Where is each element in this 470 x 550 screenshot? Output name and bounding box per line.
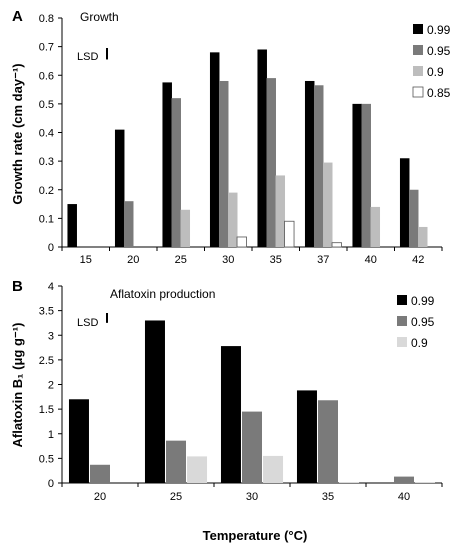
panel-a-legend-label: 0.9 bbox=[427, 65, 444, 79]
panel-a-x-tick-label: 25 bbox=[175, 254, 187, 266]
panel-b-y-tick-label: 4 bbox=[48, 281, 54, 293]
panel-a-y-tick-label: 0.4 bbox=[39, 128, 54, 140]
panel-a-lsd-label: LSD bbox=[77, 51, 98, 63]
chart-marks: 00.10.20.30.40.50.60.70.815 20 25 30 35 37 40 4… bbox=[39, 13, 451, 503]
panel-b-bar bbox=[339, 482, 360, 483]
panel-b-bar bbox=[166, 440, 186, 483]
panel-b-y-tick-label: 3.5 bbox=[39, 306, 54, 318]
panel-a-legend-swatch bbox=[413, 24, 423, 34]
panel-a-bar bbox=[275, 175, 286, 247]
panel-b-legend-swatch bbox=[397, 337, 407, 347]
panel-a-y-axis-label: Growth rate (cm day⁻¹) bbox=[10, 63, 25, 204]
panel-a-bar bbox=[123, 201, 134, 247]
panel-a-y-tick-label: 0 bbox=[48, 242, 54, 254]
panel-a-y-tick-label: 0.1 bbox=[39, 213, 54, 225]
panel-a-legend-swatch bbox=[413, 45, 423, 55]
panel-a-title: Growth bbox=[80, 10, 119, 24]
panel-a-y-tick-label: 0.3 bbox=[39, 156, 54, 168]
panel-a-y-tick-label: 0.5 bbox=[39, 99, 54, 111]
panel-a-x-tick-label: 15 bbox=[80, 254, 92, 266]
panel-b-y-tick-label: 0 bbox=[48, 478, 54, 490]
panel-a-bar bbox=[114, 129, 125, 247]
panel-b-x-tick-label: 40 bbox=[398, 491, 410, 503]
x-axis-label: Temperature (°C) bbox=[203, 528, 308, 543]
panel-a-y-tick-label: 0.7 bbox=[39, 42, 54, 54]
panel-b-y-tick-label: 2 bbox=[48, 380, 54, 392]
panel-b-x-tick-label: 25 bbox=[170, 491, 182, 503]
panel-a-bar bbox=[162, 82, 172, 247]
panel-b-lsd-label: LSD bbox=[77, 317, 98, 329]
panel-a-bar bbox=[304, 80, 315, 247]
panel-a-x-tick-label: 37 bbox=[317, 254, 329, 266]
panel-a-y-tick-label: 0.6 bbox=[39, 70, 54, 82]
panel-a-y-tick-label: 0.2 bbox=[39, 185, 54, 197]
panel-a-bar bbox=[218, 80, 229, 247]
panel-a-bar bbox=[67, 204, 77, 247]
panel-b-bar bbox=[144, 320, 165, 483]
panel-b-bar bbox=[296, 390, 317, 483]
panel-b-legend-label: 0.99 bbox=[411, 294, 435, 308]
panel-b-bar bbox=[68, 399, 89, 483]
panel-a-legend-swatch bbox=[413, 66, 423, 76]
panel-a-bar bbox=[399, 158, 410, 247]
panel-a-bar bbox=[408, 189, 419, 247]
panel-a-bar bbox=[331, 242, 342, 248]
panel-a-bar bbox=[370, 206, 381, 247]
panel-a-bar bbox=[180, 209, 191, 247]
panel-b-bar bbox=[242, 411, 262, 483]
panel-b-legend-swatch bbox=[397, 295, 407, 305]
panel-b-bar bbox=[394, 476, 414, 483]
panel-b-y-tick-label: 1.5 bbox=[39, 404, 54, 416]
panel-a-legend-label: 0.95 bbox=[427, 44, 451, 58]
panel-a-legend-label: 0.99 bbox=[427, 23, 451, 37]
panel-a-bar bbox=[266, 78, 276, 247]
panel-b-bar bbox=[415, 482, 436, 483]
panel-a-letter: A bbox=[12, 8, 23, 25]
panel-a-bar bbox=[171, 98, 181, 248]
panel-a-bar bbox=[209, 52, 220, 247]
panel-b-bar bbox=[187, 456, 208, 483]
panel-b-x-tick-label: 35 bbox=[322, 491, 334, 503]
panel-b-bar bbox=[263, 455, 284, 483]
panel-a-bar bbox=[418, 226, 428, 247]
panel-a-y-tick-label: 0.8 bbox=[39, 13, 54, 25]
panel-b-x-tick-label: 20 bbox=[94, 491, 106, 503]
panel-b-x-tick-label: 30 bbox=[246, 491, 258, 503]
panel-b-y-tick-label: 1 bbox=[48, 429, 54, 441]
panel-b-legend-label: 0.95 bbox=[411, 315, 435, 329]
panel-a-x-tick-label: 20 bbox=[127, 254, 139, 266]
panel-a-bar bbox=[323, 162, 333, 247]
panel-b-legend-label: 0.9 bbox=[411, 336, 428, 350]
panel-a-x-tick-label: 30 bbox=[222, 254, 234, 266]
panel-a-x-tick-label: 40 bbox=[365, 254, 377, 266]
panel-b-title: Aflatoxin production bbox=[110, 287, 215, 301]
panel-b-legend-swatch bbox=[397, 316, 407, 326]
panel-a-bar bbox=[236, 236, 247, 248]
panel-a-x-tick-label: 42 bbox=[412, 254, 424, 266]
panel-b-y-tick-label: 3 bbox=[48, 330, 54, 342]
panel-b-letter: B bbox=[12, 278, 23, 295]
panel-b-y-axis-label: Aflatoxin B₁ (μg g⁻¹) bbox=[10, 323, 25, 448]
panel-b-bar bbox=[220, 346, 241, 483]
panel-a-x-tick-label: 35 bbox=[270, 254, 282, 266]
panel-a-bar bbox=[313, 85, 324, 247]
panel-a-legend-label: 0.85 bbox=[427, 86, 451, 100]
panel-a-bar bbox=[257, 49, 267, 247]
panel-b-y-tick-label: 2.5 bbox=[39, 355, 54, 367]
panel-b-y-tick-label: 0.5 bbox=[39, 453, 54, 465]
panel-a-bar bbox=[352, 103, 362, 247]
panel-a-bar bbox=[361, 103, 371, 247]
panel-b-bar bbox=[318, 400, 338, 483]
panel-a-legend-swatch bbox=[412, 86, 424, 98]
panel-a-bar bbox=[284, 220, 295, 248]
panel-a-bar bbox=[228, 192, 238, 247]
panel-b-bar bbox=[90, 464, 110, 483]
